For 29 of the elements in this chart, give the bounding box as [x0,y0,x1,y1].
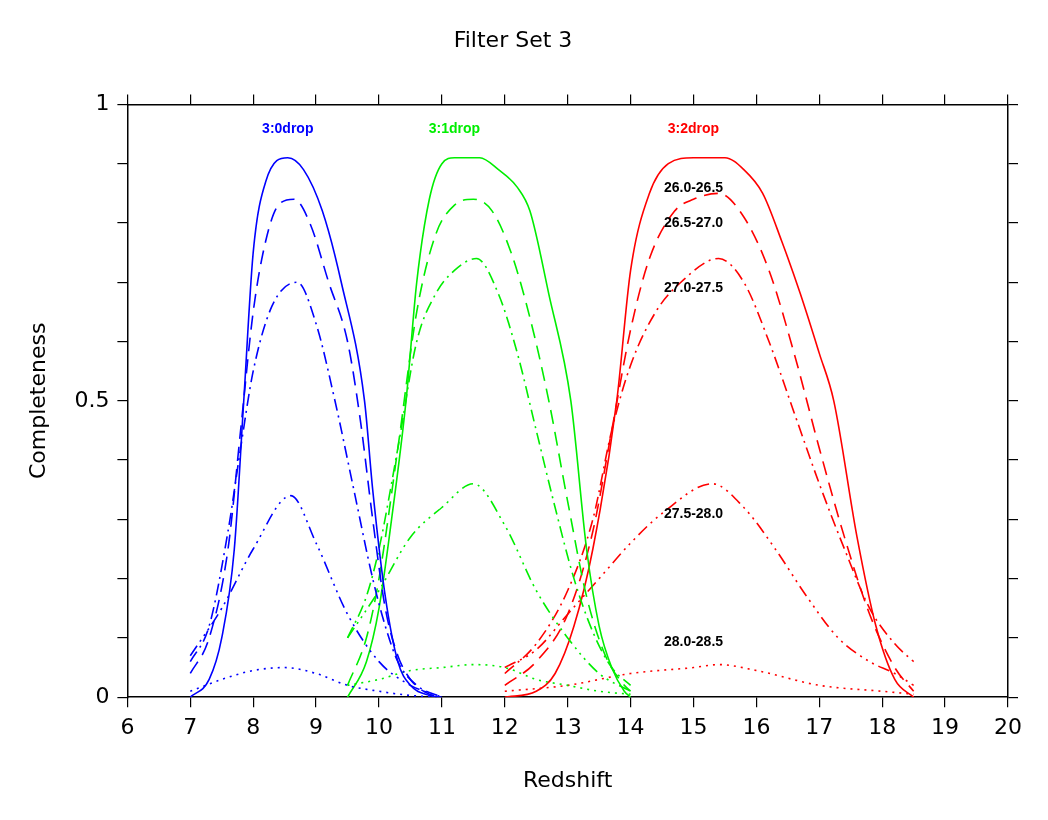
x-tick-label: 7 [183,714,198,740]
y-tick-label: 0.5 [74,386,110,412]
x-tick-label: 11 [427,714,456,740]
x-tick-label: 10 [364,714,393,740]
chart-title: Filter Set 3 [453,26,573,52]
x-tick-label: 13 [553,714,582,740]
x-tick-label: 8 [246,714,261,740]
x-tick-label: 14 [616,714,645,740]
y-tick-label: 1 [95,90,110,116]
x-tick-label: 9 [309,714,324,740]
x-tick-label: 12 [490,714,519,740]
x-tick-label: 17 [805,714,834,740]
y-tick-label: 0 [95,682,110,708]
x-tick-label: 6 [120,714,135,740]
annotation: 26.5-27.0 [663,214,724,231]
annotation: 28.0-28.5 [663,633,724,650]
x-tick-label: 18 [868,714,897,740]
annotation: 26.0-26.5 [663,178,724,195]
x-tick-label: 16 [742,714,771,740]
y-axis-title: Completeness [24,322,50,480]
annotation: 3:0drop [262,120,314,137]
x-tick-label: 15 [679,714,708,740]
annotation: 3:1drop [428,120,481,137]
x-tick-label: 19 [931,714,960,740]
annotation: 3:2drop [667,120,720,137]
annotation: 27.5-28.0 [663,504,724,521]
annotation: 27.0-27.5 [663,279,724,296]
x-tick-label: 20 [994,714,1022,740]
x-axis-title: Redshift [523,766,613,792]
